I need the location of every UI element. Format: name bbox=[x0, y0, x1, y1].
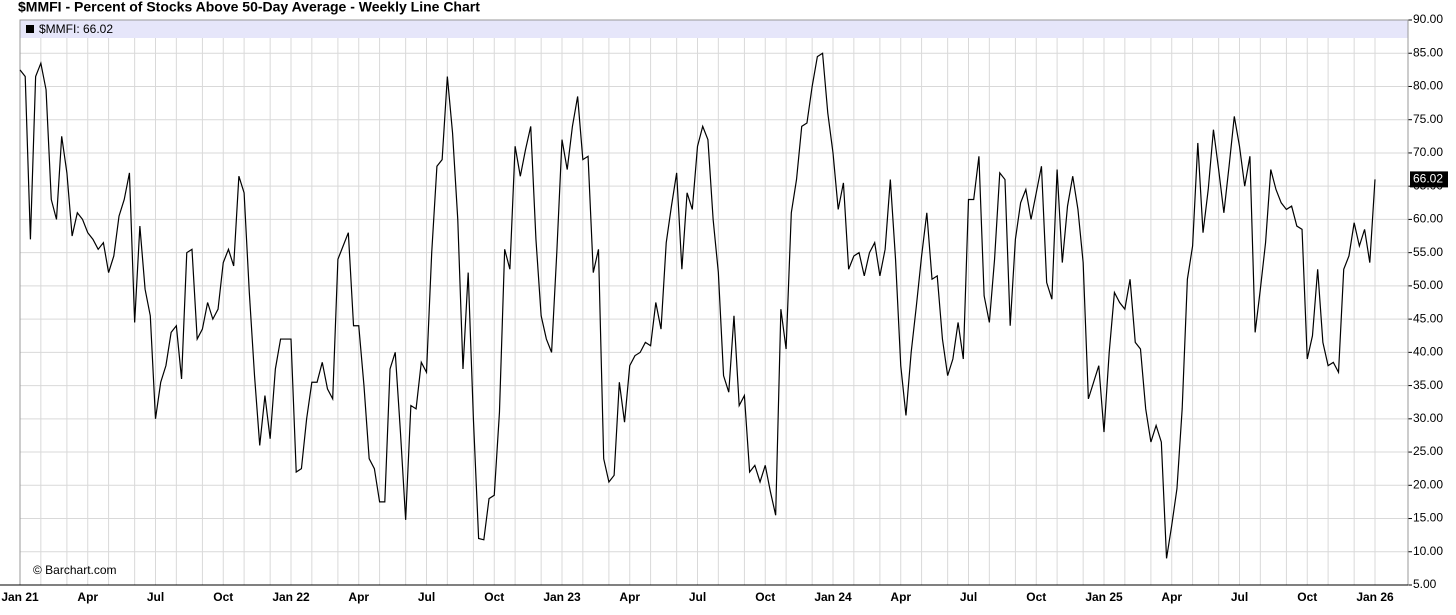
last-value-label: 66.02 bbox=[1413, 172, 1443, 186]
y-tick-label: 25.00 bbox=[1413, 444, 1443, 458]
x-tick-label: Apr bbox=[890, 590, 911, 604]
y-tick-label: 90.00 bbox=[1413, 12, 1443, 26]
x-tick-label: Oct bbox=[213, 590, 233, 604]
x-tick-label: Apr bbox=[619, 590, 640, 604]
x-tick-label: Oct bbox=[1297, 590, 1317, 604]
y-tick-label: 15.00 bbox=[1413, 511, 1443, 525]
y-tick-label: 40.00 bbox=[1413, 345, 1443, 359]
legend-swatch bbox=[26, 25, 34, 33]
x-tick-label: Jan 21 bbox=[1, 590, 39, 604]
y-tick-label: 85.00 bbox=[1413, 45, 1443, 59]
y-tick-label: 10.00 bbox=[1413, 544, 1443, 558]
y-tick-label: 50.00 bbox=[1413, 278, 1443, 292]
x-tick-label: Apr bbox=[348, 590, 369, 604]
x-tick-label: Oct bbox=[1026, 590, 1046, 604]
x-tick-label: Jan 24 bbox=[814, 590, 852, 604]
x-tick-label: Jul bbox=[147, 590, 164, 604]
y-tick-label: 35.00 bbox=[1413, 378, 1443, 392]
x-tick-label: Jul bbox=[418, 590, 435, 604]
chart-title: $MMFI - Percent of Stocks Above 50-Day A… bbox=[18, 0, 480, 15]
y-tick-label: 5.00 bbox=[1413, 577, 1437, 591]
y-tick-label: 75.00 bbox=[1413, 112, 1443, 126]
x-tick-label: Apr bbox=[77, 590, 98, 604]
legend-band bbox=[20, 20, 1408, 38]
y-tick-label: 70.00 bbox=[1413, 145, 1443, 159]
x-tick-label: Oct bbox=[484, 590, 504, 604]
y-tick-label: 20.00 bbox=[1413, 477, 1443, 491]
x-tick-label: Jan 26 bbox=[1356, 590, 1394, 604]
legend-label: $MMFI: 66.02 bbox=[39, 22, 113, 36]
y-tick-label: 60.00 bbox=[1413, 212, 1443, 226]
x-tick-label: Apr bbox=[1161, 590, 1182, 604]
x-tick-label: Jan 25 bbox=[1085, 590, 1123, 604]
x-tick-label: Jul bbox=[689, 590, 706, 604]
last-value-badge bbox=[1410, 171, 1448, 188]
y-tick-label: 30.00 bbox=[1413, 411, 1443, 425]
series-line bbox=[19, 52, 1376, 559]
x-tick-label: Oct bbox=[755, 590, 775, 604]
y-tick-label: 55.00 bbox=[1413, 245, 1443, 259]
x-tick-label: Jan 22 bbox=[272, 590, 310, 604]
x-tick-label: Jul bbox=[960, 590, 977, 604]
watermark: © Barchart.com bbox=[33, 563, 117, 577]
plot-frame bbox=[19, 19, 1409, 586]
y-tick-label: 45.00 bbox=[1413, 311, 1443, 325]
x-tick-label: Jul bbox=[1231, 590, 1248, 604]
y-tick-label: 80.00 bbox=[1413, 79, 1443, 93]
x-tick-label: Jan 23 bbox=[543, 590, 581, 604]
